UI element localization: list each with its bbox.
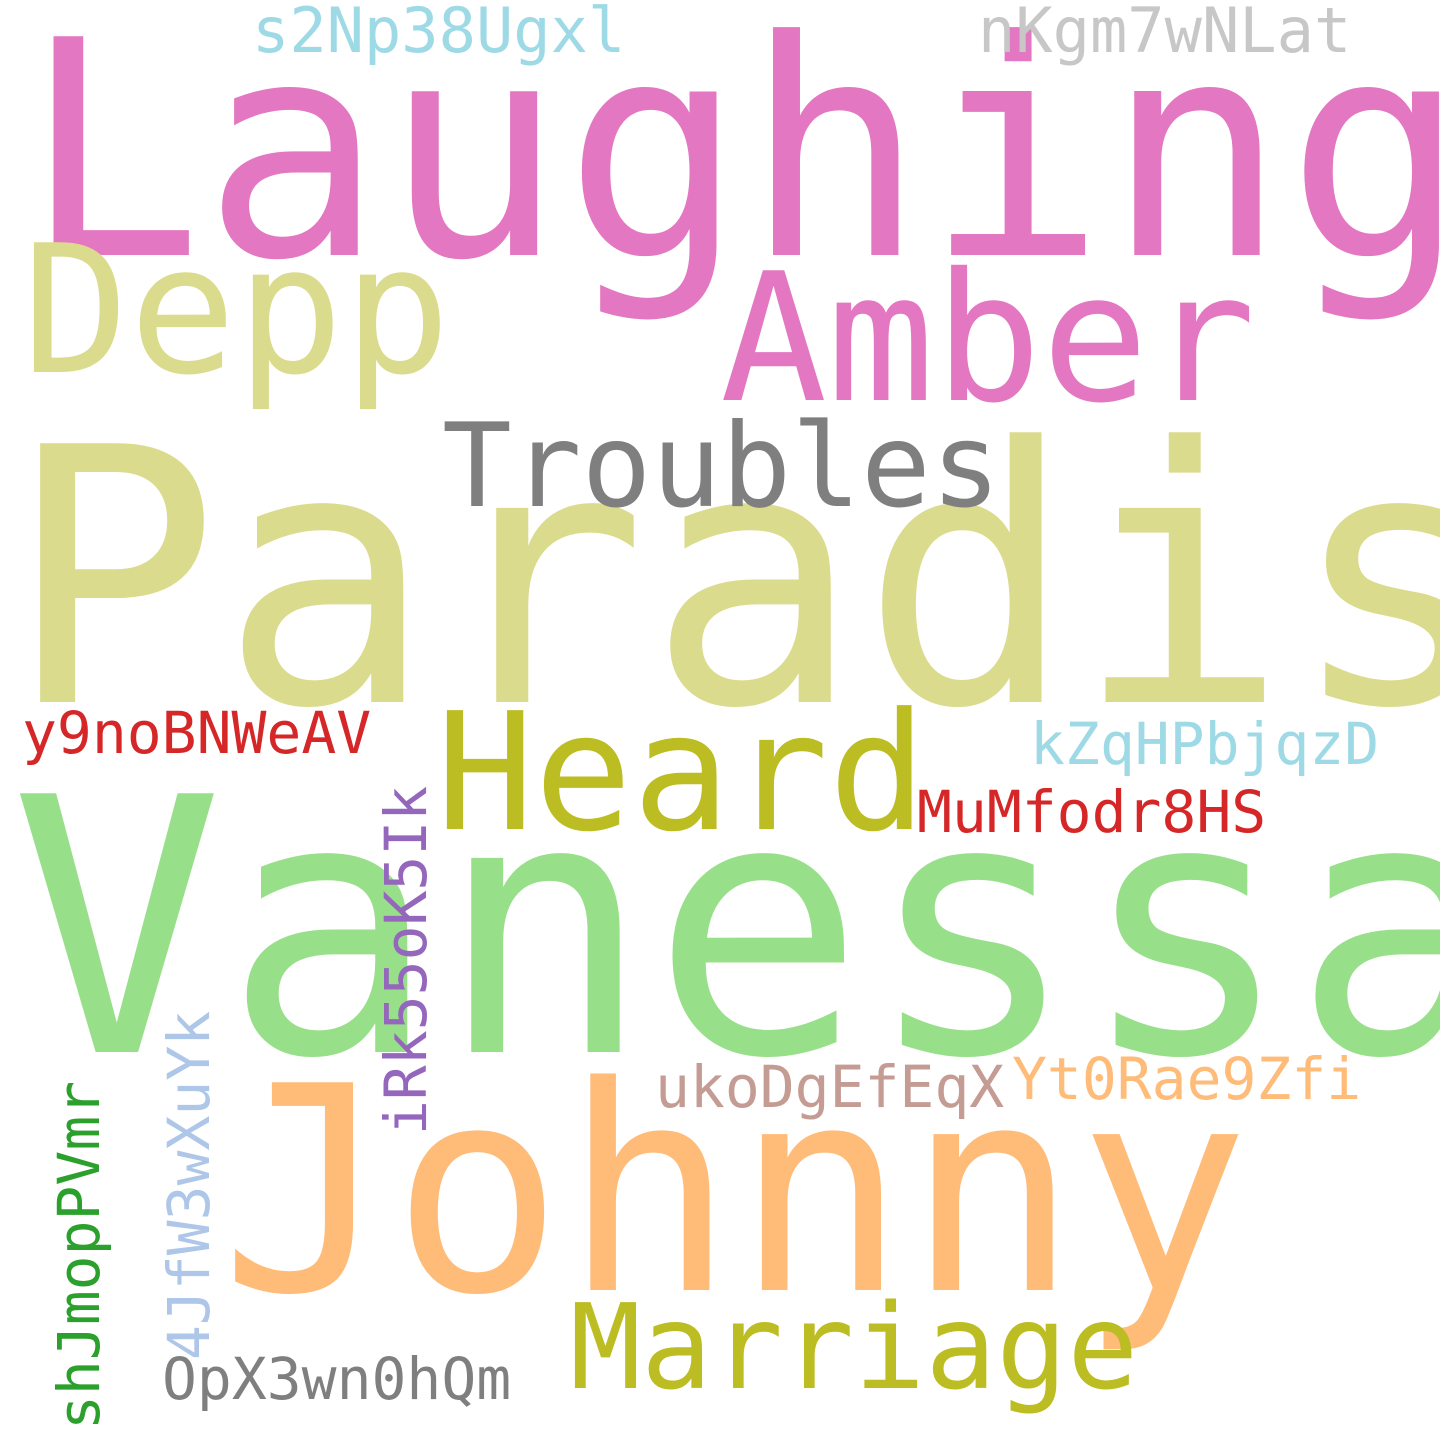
word-troubles: Troubles (442, 399, 1001, 534)
word-shjmoppvmr: shJmopPVmr (45, 1080, 113, 1430)
word-yt0rae9zfi: Yt0Rae9Zfi (1012, 1045, 1362, 1113)
word-marriage: Marriage (570, 1278, 1139, 1416)
word-kzqhpbjqzd: kZqHPbjqzD (1030, 710, 1380, 778)
word-ukodgefeqx: ukoDgEfEqX (655, 1053, 1005, 1121)
word-opx3wn0hqm: OpX3wn0hQm (162, 1345, 512, 1413)
word-heard: Heard (436, 679, 927, 868)
word-irk55ok5ik: iRk55oK5Ik (372, 785, 440, 1135)
word-vanessa: Vanessa (10, 722, 1440, 1136)
word-y9nobnweav: y9noBNWeAV (22, 699, 372, 767)
word-4jfw3wxuyk: 4JfW3wXuYk (155, 1010, 223, 1360)
word-s2np38ugxl: s2Np38Ugxl (252, 0, 626, 67)
word-paradis: Paradis (6, 372, 1440, 786)
word-nkgm7wnlat: nKgm7wNLat (978, 0, 1352, 67)
word-johnny: Johnny (220, 1026, 1250, 1358)
word-laughing: Laughing (22, 0, 1440, 326)
word-amber: Amber (720, 235, 1256, 442)
word-mumfodr8hs: MuMfodr8HS (917, 778, 1267, 846)
word-depp: Depp (22, 207, 451, 414)
